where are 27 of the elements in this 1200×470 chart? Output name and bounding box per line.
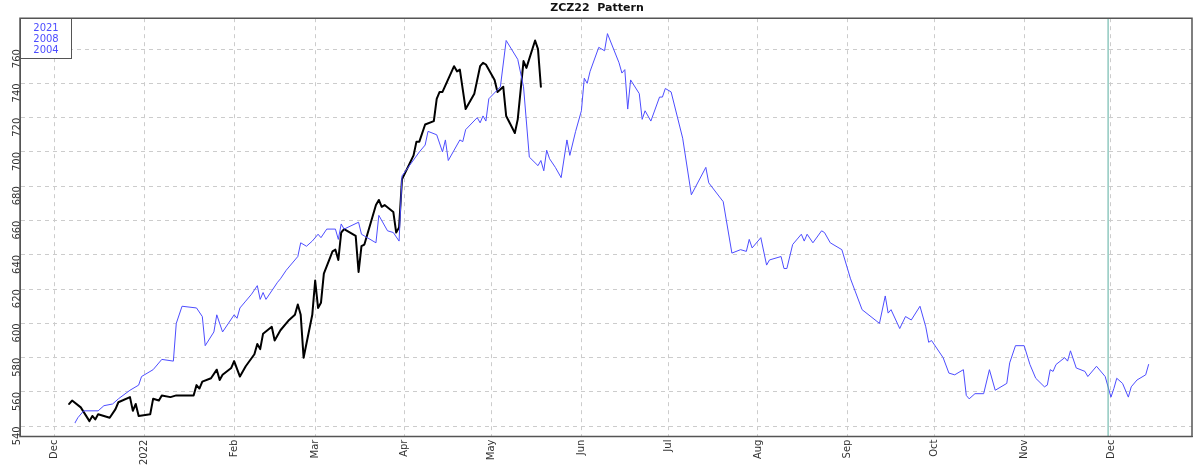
y-tick-label: 760 xyxy=(10,49,22,69)
x-tick-label: Sep xyxy=(841,439,853,459)
y-tick-label: 680 xyxy=(10,186,22,206)
y-tick-label: 540 xyxy=(10,426,22,446)
y-tick-label: 640 xyxy=(10,254,22,274)
x-tick-label: Oct xyxy=(928,439,940,457)
x-tick-label: Feb xyxy=(227,439,239,458)
y-tick-label: 580 xyxy=(10,357,22,377)
x-tick-label: Jun xyxy=(575,439,586,457)
y-tick-label: 700 xyxy=(10,151,22,172)
x-tick-label: Jul xyxy=(661,439,673,453)
x-tick-label: May xyxy=(485,439,497,461)
x-tick-label: 2022 xyxy=(138,439,150,465)
y-tick-label: 740 xyxy=(10,83,22,103)
x-tick-label: Nov xyxy=(1017,439,1029,460)
x-tick-label: Aug xyxy=(751,439,763,460)
x-tick-label: Mar xyxy=(308,438,320,459)
x-tick-label: Dec xyxy=(1104,439,1116,459)
x-tick-label: Apr xyxy=(398,438,410,457)
y-tick-label: 660 xyxy=(10,220,22,240)
text: 2021 2008 2004 xyxy=(32,22,60,56)
y-tick-label: 720 xyxy=(10,117,22,137)
x-tick-label: Dec xyxy=(48,439,60,459)
y-tick-label: 560 xyxy=(10,391,22,412)
chart-title: ZCZ22 Pattern xyxy=(550,1,644,15)
y-tick-label: 600 xyxy=(10,323,22,343)
y-tick-label: 620 xyxy=(10,289,22,309)
